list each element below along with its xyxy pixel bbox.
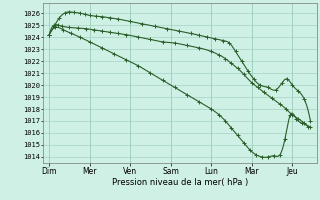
X-axis label: Pression niveau de la mer( hPa ): Pression niveau de la mer( hPa )	[112, 178, 248, 187]
